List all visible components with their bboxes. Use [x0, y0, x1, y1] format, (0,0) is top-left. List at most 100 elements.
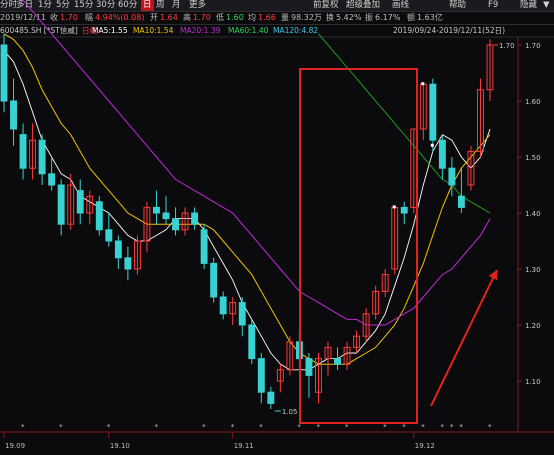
- ma-line-ma20: [22, 0, 491, 326]
- candle-body: [29, 139, 37, 169]
- info-close-label: 收: [50, 13, 58, 22]
- info-low: 1.60: [226, 13, 244, 22]
- candle: [210, 257, 218, 303]
- candle: [114, 235, 122, 269]
- toolbar-action-1[interactable]: 超级叠加: [346, 0, 381, 10]
- candle: [429, 78, 437, 152]
- candle: [86, 190, 94, 225]
- dropdown-arrow-icon[interactable]: ▼: [543, 0, 550, 10]
- candle-body: [372, 290, 380, 315]
- legend-period: 日线: [82, 26, 97, 35]
- candle: [248, 319, 256, 365]
- candle: [143, 201, 151, 253]
- hide-button[interactable]: 隐藏: [520, 0, 538, 10]
- candle: [29, 123, 37, 180]
- period-tab-6[interactable]: 60分: [118, 0, 138, 10]
- f9-button[interactable]: F9: [488, 0, 499, 10]
- candle-body: [76, 190, 84, 214]
- highlight-box: [299, 68, 418, 424]
- period-tab-7[interactable]: 日: [141, 0, 154, 11]
- candle: [438, 134, 446, 180]
- candle-body: [343, 346, 351, 365]
- candle-body: [19, 134, 27, 169]
- event-star-icon: *: [59, 423, 63, 431]
- candle: [305, 353, 313, 398]
- candle: [276, 364, 284, 393]
- period-tab-2[interactable]: 1分: [38, 0, 52, 10]
- info-turnover: 5.42%: [336, 13, 362, 22]
- event-star-icon: *: [297, 423, 301, 431]
- candle-body: [124, 257, 132, 270]
- event-star-icon: *: [154, 423, 158, 431]
- candle: [200, 224, 208, 269]
- candle: [124, 246, 132, 281]
- candle: [48, 157, 56, 191]
- info-amount-label: 额: [407, 13, 415, 22]
- period-tab-0[interactable]: 分时: [0, 0, 18, 10]
- event-star-icon: *: [450, 423, 454, 431]
- candle-body: [38, 139, 46, 175]
- signal-dot: [421, 82, 425, 86]
- trend-arrow-head: [488, 270, 498, 281]
- candle: [229, 297, 237, 325]
- candle: [419, 83, 427, 141]
- candle: [477, 78, 484, 157]
- y-tick-label: 1.70: [525, 42, 541, 50]
- candle: [76, 179, 84, 225]
- help-button[interactable]: 帮助: [449, 0, 467, 10]
- candle-body: [486, 44, 494, 91]
- info-avg: 1.66: [258, 13, 276, 22]
- event-star-icon: *: [316, 423, 320, 431]
- candle-body: [276, 369, 284, 382]
- candle-body: [105, 229, 113, 242]
- candle-body: [210, 262, 218, 298]
- candle: [400, 201, 408, 225]
- event-star-icon: *: [421, 423, 425, 431]
- toolbar-action-2[interactable]: 画线: [392, 0, 410, 10]
- period-tab-5[interactable]: 30分: [96, 0, 116, 10]
- candle-body: [400, 206, 408, 214]
- candle-body: [48, 173, 56, 186]
- ma-line-ma5: [3, 50, 491, 371]
- candle-body: [324, 346, 332, 360]
- candle: [257, 353, 265, 404]
- candle: [67, 173, 75, 230]
- event-star-icon: *: [21, 423, 25, 431]
- candle: [381, 269, 389, 297]
- period-tab-8[interactable]: 周: [156, 0, 165, 10]
- info-high: 1.70: [193, 13, 211, 22]
- period-toolbar: 分时 多日 1分 5分 15分 30分 60分日周月更多 前复权 超级叠加 画线 帮助 F9 隐藏 ▼: [0, 0, 554, 12]
- event-star-icon: *: [440, 423, 444, 431]
- info-change: 4.94%(0.08): [95, 13, 145, 22]
- period-tab-10[interactable]: 更多: [189, 0, 207, 10]
- period-tab-9[interactable]: 月: [172, 0, 181, 10]
- candle-body: [315, 358, 322, 393]
- period-tab-3[interactable]: 5分: [56, 0, 70, 10]
- trend-arrow: [430, 269, 498, 407]
- info-turnover-label: 换: [326, 13, 334, 22]
- legend-stock: 600485.SH [*ST信威]: [0, 26, 78, 35]
- candle: [467, 145, 475, 191]
- info-volume: 98.32万: [291, 13, 322, 22]
- x-tick-label: 19.10: [110, 442, 130, 450]
- candle: [353, 330, 361, 353]
- candle: [38, 134, 46, 185]
- info-high-label: 高: [183, 13, 191, 22]
- period-tab-4[interactable]: 15分: [74, 0, 94, 10]
- candle: [238, 297, 246, 337]
- candle-body: [95, 201, 103, 231]
- toolbar-action-0[interactable]: 前复权: [313, 0, 339, 10]
- candle-body: [429, 83, 437, 141]
- candle: [133, 235, 141, 275]
- signal-dot: [392, 205, 396, 209]
- candle-body: [200, 229, 208, 264]
- candle: [410, 128, 418, 213]
- candle: [95, 196, 103, 236]
- candle-body: [219, 296, 227, 315]
- period-tab-1[interactable]: 多日: [16, 0, 34, 10]
- event-star-icon: *: [383, 423, 387, 431]
- info-open: 1.64: [160, 13, 178, 22]
- y-tick-label: 1.30: [525, 266, 541, 274]
- legend-ma60: MA60:1.40: [228, 26, 269, 35]
